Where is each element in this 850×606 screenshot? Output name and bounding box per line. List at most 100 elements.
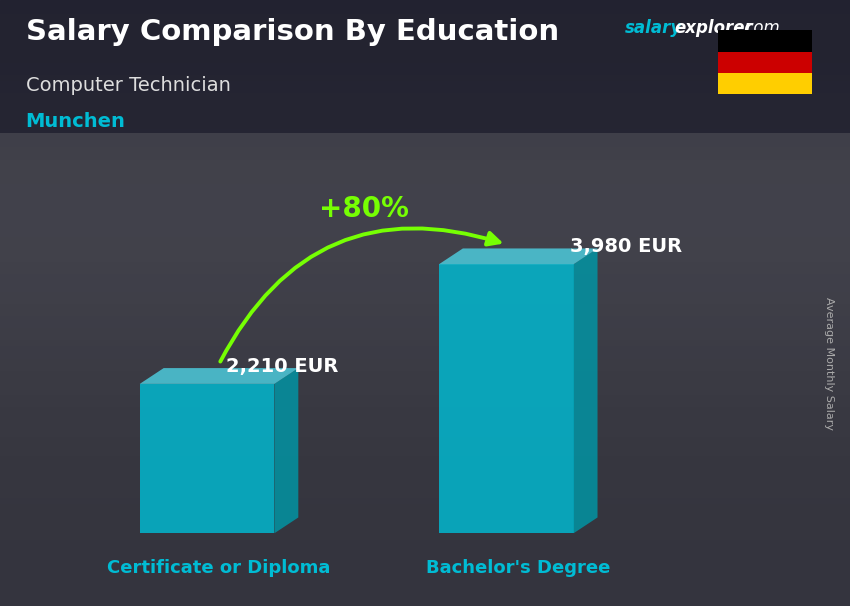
Bar xyxy=(0,436,850,442)
Bar xyxy=(0,212,850,218)
Bar xyxy=(0,388,850,394)
Bar xyxy=(0,248,850,255)
Bar xyxy=(0,48,850,55)
Bar xyxy=(0,194,850,200)
Bar xyxy=(718,73,812,94)
Bar xyxy=(0,594,850,600)
Bar xyxy=(0,109,850,115)
Bar xyxy=(0,79,850,85)
Bar xyxy=(0,145,850,152)
Bar xyxy=(0,158,850,164)
Bar xyxy=(0,85,850,91)
Bar xyxy=(0,564,850,570)
Text: Munchen: Munchen xyxy=(26,112,126,131)
Bar xyxy=(0,285,850,291)
Bar xyxy=(0,406,850,412)
Bar xyxy=(0,376,850,382)
Bar xyxy=(0,139,850,145)
Bar xyxy=(0,551,850,558)
Bar xyxy=(0,97,850,103)
Bar xyxy=(0,351,850,358)
Bar xyxy=(0,206,850,212)
Bar xyxy=(0,18,850,24)
Bar xyxy=(0,345,850,351)
Text: salary: salary xyxy=(625,19,682,38)
Bar xyxy=(0,418,850,424)
Bar xyxy=(0,279,850,285)
Bar xyxy=(0,527,850,533)
Bar xyxy=(0,424,850,430)
Bar xyxy=(0,218,850,224)
Bar xyxy=(0,485,850,491)
Polygon shape xyxy=(439,264,574,533)
Bar xyxy=(0,200,850,206)
Text: Bachelor's Degree: Bachelor's Degree xyxy=(426,559,610,577)
Bar xyxy=(0,188,850,194)
Bar xyxy=(0,400,850,406)
Polygon shape xyxy=(139,368,298,384)
Bar xyxy=(0,170,850,176)
Bar xyxy=(0,255,850,261)
Bar xyxy=(0,224,850,230)
Polygon shape xyxy=(275,368,298,533)
Bar xyxy=(0,370,850,376)
Bar xyxy=(0,261,850,267)
Bar xyxy=(0,539,850,545)
Bar xyxy=(0,479,850,485)
Bar xyxy=(0,164,850,170)
Bar xyxy=(0,339,850,345)
Bar xyxy=(0,448,850,454)
Text: .com: .com xyxy=(740,19,780,38)
Bar xyxy=(0,570,850,576)
Bar xyxy=(0,309,850,315)
Bar xyxy=(0,582,850,588)
Text: 2,210 EUR: 2,210 EUR xyxy=(225,357,338,376)
Bar xyxy=(0,533,850,539)
Bar xyxy=(0,273,850,279)
Bar xyxy=(0,558,850,564)
Bar xyxy=(0,509,850,515)
Bar xyxy=(0,461,850,467)
Bar xyxy=(718,52,812,73)
Bar xyxy=(0,133,850,139)
Text: Average Monthly Salary: Average Monthly Salary xyxy=(824,297,834,430)
Bar xyxy=(0,576,850,582)
Bar xyxy=(0,91,850,97)
Bar xyxy=(0,55,850,61)
Bar xyxy=(0,315,850,321)
Bar xyxy=(0,152,850,158)
Bar xyxy=(0,176,850,182)
Bar xyxy=(0,491,850,497)
Bar xyxy=(0,61,850,67)
Bar xyxy=(0,473,850,479)
Bar xyxy=(0,497,850,503)
Bar xyxy=(0,358,850,364)
Text: Salary Comparison By Education: Salary Comparison By Education xyxy=(26,18,558,46)
Bar xyxy=(0,103,850,109)
Bar xyxy=(0,321,850,327)
Bar xyxy=(0,412,850,418)
Bar xyxy=(0,73,850,79)
Bar xyxy=(0,6,850,12)
Bar xyxy=(0,0,850,133)
Bar xyxy=(0,467,850,473)
Bar xyxy=(0,127,850,133)
Bar xyxy=(0,67,850,73)
Bar xyxy=(0,267,850,273)
Bar xyxy=(0,382,850,388)
Bar xyxy=(0,36,850,42)
Bar xyxy=(0,327,850,333)
Bar xyxy=(0,364,850,370)
Bar xyxy=(0,600,850,606)
Bar xyxy=(0,303,850,309)
Bar xyxy=(718,30,812,52)
Bar xyxy=(0,297,850,303)
Polygon shape xyxy=(574,248,598,533)
Bar xyxy=(0,521,850,527)
Text: Certificate or Diploma: Certificate or Diploma xyxy=(107,559,331,577)
Bar xyxy=(0,503,850,509)
Bar xyxy=(0,230,850,236)
Bar xyxy=(0,0,850,6)
Bar xyxy=(0,42,850,48)
Bar xyxy=(0,115,850,121)
